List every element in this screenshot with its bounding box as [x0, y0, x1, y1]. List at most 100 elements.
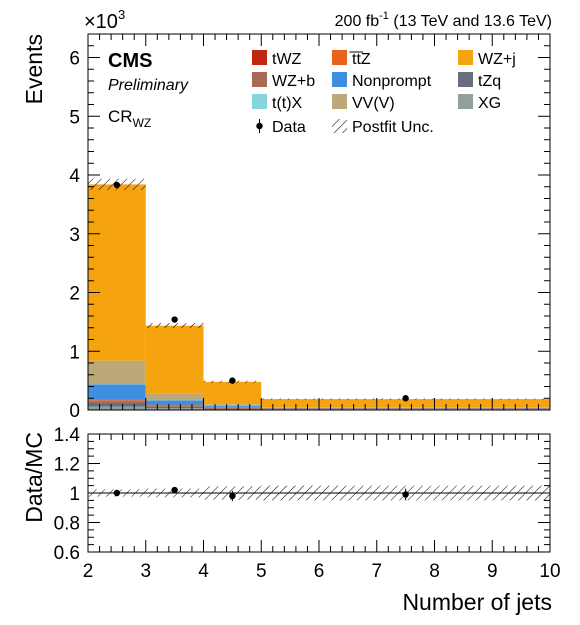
main-x-ticks — [87, 34, 551, 410]
x-tick-label: 9 — [487, 561, 498, 582]
y-tick-label: 2 — [69, 284, 80, 305]
legend-label-postfit-unc: Postfit Unc. — [352, 119, 434, 136]
legend-label-t-t-x: t(t)X — [272, 95, 303, 112]
x-tick-label: 7 — [371, 561, 382, 582]
bar-wz-b-bin-0 — [88, 399, 146, 401]
bar-tzq-bin-2 — [203, 408, 262, 410]
legend-swatch-vv-v — [332, 94, 347, 109]
data-point — [402, 395, 409, 402]
legend-swatch-tzq — [458, 72, 473, 87]
bar-vv-v-bin-2 — [203, 404, 262, 406]
main-y-ticks: 0 1 2 3 4 5 6 — [69, 33, 550, 422]
legend-swatch-t-t-x — [252, 94, 267, 109]
lumi-unit-exp: -1 — [379, 10, 389, 22]
ratio-y-tick-label: 0.6 — [54, 543, 80, 564]
bar-wz-b-bin-1 — [145, 404, 204, 406]
ratio-point — [229, 492, 236, 500]
x-tick-label: 8 — [429, 561, 440, 582]
ratio-data-points — [113, 486, 409, 502]
unc-band-bin-1 — [145, 323, 204, 329]
legend-swatch-wz-j — [458, 50, 473, 65]
legend-label-vv-v: VV(V) — [352, 95, 395, 112]
bar-nonprompt-bin-2 — [203, 406, 262, 408]
bar-t-t-z-bin-3 — [261, 408, 550, 410]
legend-unc-swatch — [332, 119, 347, 133]
bar-t-t-z-bin-1 — [145, 405, 204, 407]
ratio-y-tick-label: 0.8 — [54, 514, 80, 535]
bar-tzq-bin-1 — [145, 406, 204, 409]
legend-label-tzq: tZq — [478, 73, 501, 90]
data-point — [229, 377, 236, 384]
ratio-y-tick-label: 1 — [69, 484, 80, 505]
y-tick-label: 0 — [69, 401, 80, 422]
ratio-y-axis-label: Data/MC — [21, 432, 47, 523]
legend: tWZ t̅t̅Z WZ+j WZ+b Nonprompt tZq t(t)X VV(V) XG… — [252, 50, 516, 136]
bar-vv-v-bin-1 — [145, 393, 204, 401]
ratio-y-ticks: 0.6 0.8 1 1.2 1.4 — [54, 425, 550, 564]
region-label: CRWZ — [108, 107, 151, 130]
data-point — [113, 181, 121, 189]
legend-swatch-twz — [252, 50, 267, 65]
region-main: CR — [108, 107, 133, 126]
y-scale-exp: 3 — [118, 7, 125, 22]
legend-label-wz-j: WZ+j — [478, 51, 516, 68]
legend-data-marker — [256, 122, 263, 130]
bar-t-t-z-bin-2 — [203, 407, 262, 409]
region-sub: WZ — [133, 116, 152, 130]
y-tick-label: 4 — [69, 166, 80, 187]
x-tick-label: 4 — [198, 561, 209, 582]
bar-xg-bin-1 — [145, 408, 204, 410]
x-axis-label: Number of jets — [402, 589, 552, 615]
legend-label-nonprompt: Nonprompt — [352, 73, 432, 90]
x-tick-label: 6 — [314, 561, 325, 582]
legend-swatch-nonprompt — [332, 72, 347, 87]
legend-label-data: Data — [272, 119, 306, 136]
bar-wz-j-bin-0 — [88, 184, 146, 361]
y-tick-label: 1 — [69, 342, 80, 363]
bar-nonprompt-bin-0 — [88, 384, 146, 400]
bar-tzq-bin-0 — [88, 402, 146, 407]
x-tick-label: 5 — [256, 561, 267, 582]
y-tick-label: 3 — [69, 225, 80, 246]
stacked-histogram — [88, 184, 550, 410]
legend-label-t-t-z: t̅t̅Z — [349, 51, 371, 68]
y-axis-label: Events — [21, 34, 47, 104]
y-tick-label: 5 — [69, 107, 80, 128]
lumi-value: 200 fb — [335, 13, 380, 30]
x-tick-label: 10 — [539, 561, 560, 582]
x-tick-label: 3 — [140, 561, 151, 582]
legend-label-twz: tWZ — [272, 51, 302, 68]
cms-label: CMS — [108, 50, 152, 72]
legend-swatch-wz-b — [252, 72, 267, 87]
lumi-energy: (13 TeV and 13.6 TeV) — [389, 13, 552, 30]
y-tick-label: 6 — [69, 49, 80, 70]
lumi-label: 200 fb-1 (13 TeV and 13.6 TeV) — [335, 10, 552, 30]
ratio-point — [113, 489, 121, 497]
ratio-y-tick-label: 1.2 — [54, 455, 80, 476]
ratio-point — [171, 486, 178, 494]
ratio-x-ticks: 2 3 4 5 6 7 8 9 10 — [83, 434, 561, 582]
bar-wz-j-bin-1 — [145, 325, 204, 394]
legend-label-xg: XG — [478, 95, 501, 112]
bar-wz-j-bin-3 — [261, 399, 550, 408]
bar-t-t-z-bin-0 — [88, 400, 146, 403]
ratio-y-tick-label: 1.4 — [54, 425, 81, 446]
y-scale-base: ×10 — [84, 11, 118, 33]
bar-nonprompt-bin-1 — [145, 400, 204, 405]
bar-vv-v-bin-0 — [88, 360, 146, 385]
legend-swatch-xg — [458, 94, 473, 109]
bar-wz-j-bin-2 — [203, 381, 262, 405]
data-point — [171, 316, 178, 323]
ratio-point — [402, 491, 409, 498]
bar-xg-bin-0 — [88, 406, 146, 410]
legend-label-wz-b: WZ+b — [272, 73, 315, 90]
data-points — [113, 181, 409, 402]
preliminary-label: Preliminary — [108, 77, 189, 94]
legend-swatch-t-t-z — [332, 50, 347, 65]
bar-vv-v-bin-3 — [261, 407, 550, 408]
y-scale-label: ×103 — [84, 7, 125, 33]
ratio-panel: 0.6 0.8 1 1.2 1.4 2 3 4 5 6 7 8 9 10 Data/MC Number … — [21, 425, 561, 615]
x-tick-label: 2 — [83, 561, 94, 582]
